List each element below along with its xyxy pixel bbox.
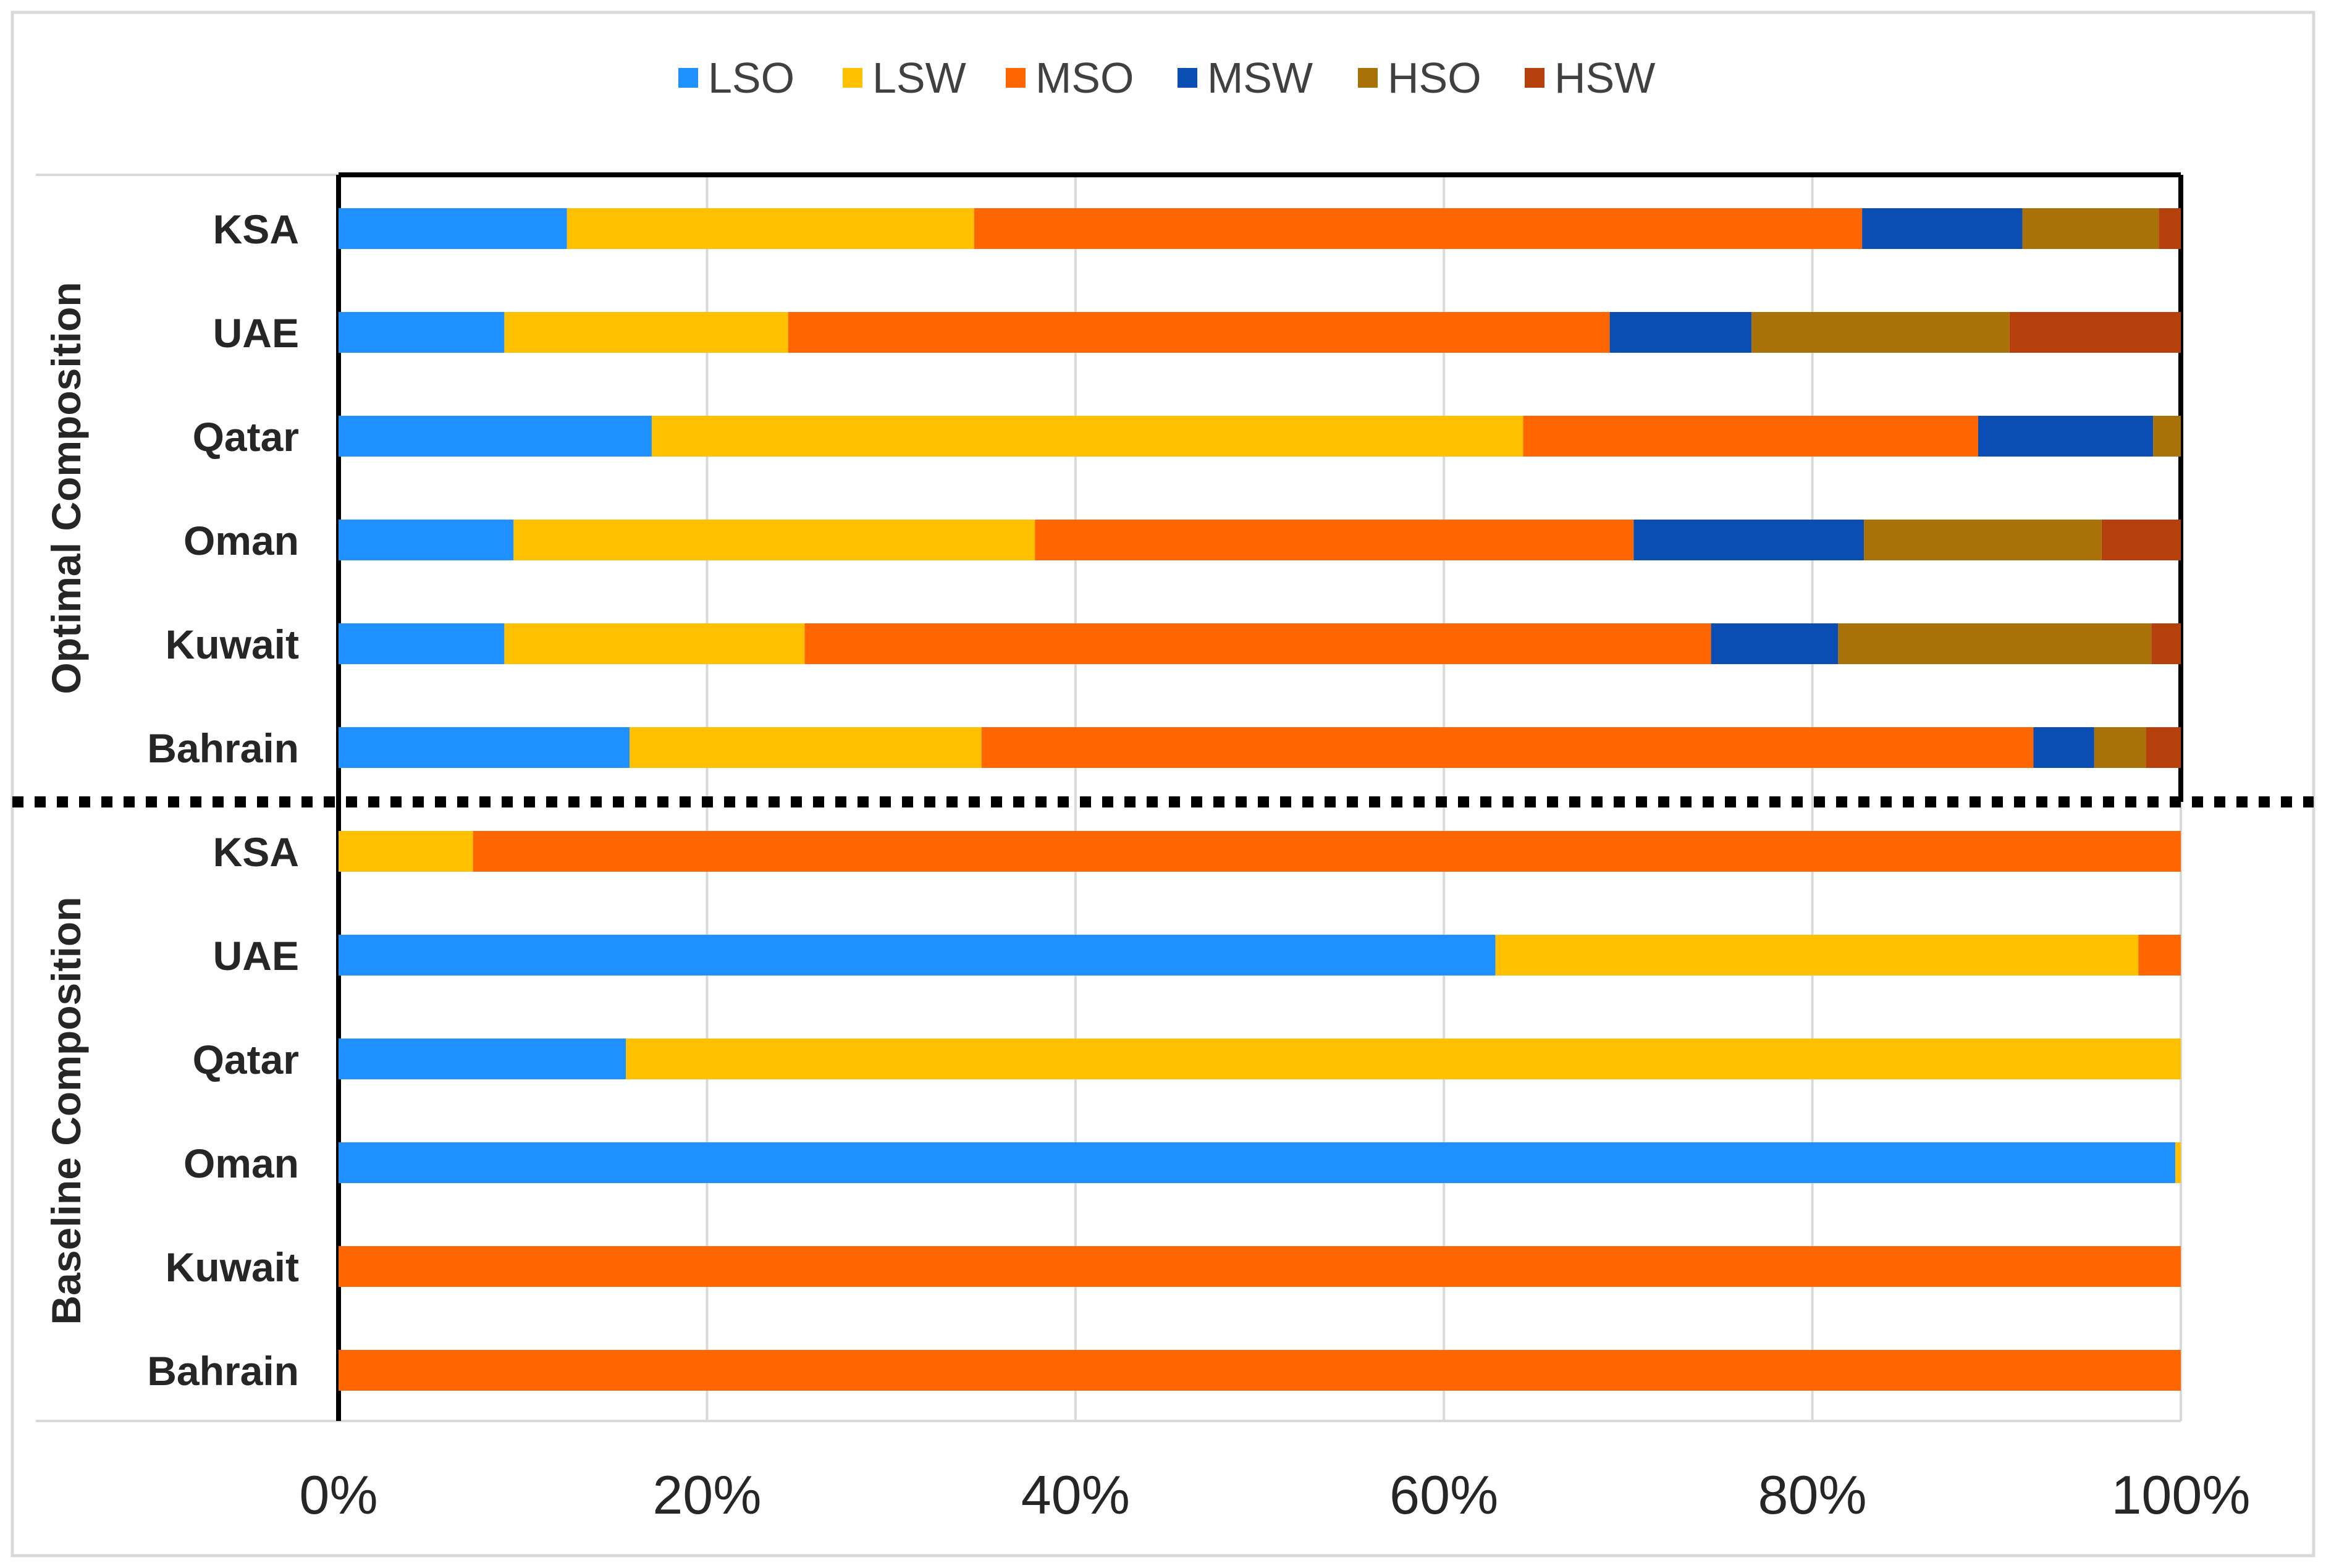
bar-segment-lso [339, 312, 505, 353]
legend-swatch-msw [1178, 68, 1197, 88]
category-label: UAE [213, 310, 299, 356]
x-tick-label: 20% [652, 1464, 761, 1525]
bar-segment-msw [1711, 623, 1839, 664]
category-labels: KSA UAE Qatar Oman Kuwait Bahrain KSA UAE Qatar O… [147, 206, 299, 1394]
category-label: Oman [183, 518, 299, 563]
bar-segment-msw [1633, 520, 1865, 560]
x-tick-label: 0% [299, 1464, 377, 1525]
plot-area-border [36, 172, 2183, 1422]
bar-segment-hso [2022, 208, 2159, 249]
group-labels: Optimal Composition Baseline Composition [43, 282, 89, 1325]
bar-segment-lso [339, 935, 1496, 976]
legend-swatch-lsw [843, 68, 862, 88]
bar-segment-mso [804, 623, 1711, 664]
legend-swatch-hsw [1525, 68, 1544, 88]
bar-segment-mso [339, 1350, 2181, 1391]
x-tick-label: 100% [2111, 1464, 2250, 1525]
bar-segment-lsw [1495, 935, 2139, 976]
bar-segment-mso [339, 1246, 2181, 1287]
legend-label: MSW [1207, 54, 1313, 102]
category-label: KSA [213, 829, 299, 875]
x-tick-label: 80% [1758, 1464, 1867, 1525]
legend-swatch-hso [1358, 68, 1378, 88]
bar-segment-lsw [651, 416, 1523, 457]
category-label: Bahrain [147, 725, 299, 771]
bar-segment-mso [981, 727, 2034, 768]
bar-segment-hsw [2151, 623, 2181, 664]
category-label: KSA [213, 206, 299, 252]
bar-segment-msw [2033, 727, 2094, 768]
category-label: Bahrain [147, 1348, 299, 1394]
legend-label: MSO [1035, 54, 1134, 102]
x-tick-label: 60% [1389, 1464, 1498, 1525]
bar-segment-mso [473, 831, 2181, 872]
legend-label: HSW [1554, 54, 1655, 102]
bar-segment-lsw [567, 208, 974, 249]
bar-segment-hsw [2101, 520, 2181, 560]
category-label: Oman [183, 1140, 299, 1186]
bar-segment-mso [974, 208, 1863, 249]
bar-segment-lsw [504, 312, 788, 353]
bar-segment-msw [1862, 208, 2023, 249]
legend: LSO LSW MSO MSW HSO HSW [678, 54, 1655, 102]
bar-segment-lso [339, 1039, 626, 1079]
legend-label: HSO [1388, 54, 1481, 102]
bar-segment-hso [1751, 312, 2010, 353]
bar-segment-lso [339, 727, 630, 768]
bar-segment-hso [2153, 416, 2181, 457]
category-label: Qatar [193, 414, 299, 460]
legend-label: LSW [872, 54, 966, 102]
bar-segment-hsw [2009, 312, 2181, 353]
x-axis-ticks: 0% 20% 40% 60% 80% 100% [299, 1464, 2250, 1525]
bar-segment-lsw [2175, 1142, 2181, 1183]
chart-border [11, 11, 2315, 1557]
bar-segment-mso [1523, 416, 1978, 457]
category-label: UAE [213, 933, 299, 979]
bar-segment-lsw [504, 623, 805, 664]
bar-segment-lso [339, 520, 514, 560]
group-label: Baseline Composition [43, 896, 89, 1325]
bar-segment-msw [1978, 416, 2154, 457]
x-tick-label: 40% [1021, 1464, 1130, 1525]
bar-segment-msw [1609, 312, 1752, 353]
bar-segment-lsw [339, 831, 473, 872]
bar-segment-lso [339, 208, 567, 249]
legend-label: LSO [708, 54, 794, 102]
category-label: Kuwait [166, 1244, 299, 1290]
legend-swatch-lso [678, 68, 698, 88]
category-label: Qatar [193, 1037, 299, 1082]
bar-segment-hso [1838, 623, 2152, 664]
legend-swatch-mso [1006, 68, 1026, 88]
bar-segment-mso [2138, 935, 2181, 976]
bar-segment-lsw [626, 1039, 2181, 1079]
bar-segment-hso [2094, 727, 2146, 768]
bar-segment-mso [788, 312, 1610, 353]
bar-segment-hso [1864, 520, 2102, 560]
bar-segment-lso [339, 623, 505, 664]
bar-segment-hsw [2146, 727, 2181, 768]
bar-segment-hsw [2159, 208, 2181, 249]
category-label: Kuwait [166, 622, 299, 667]
group-label: Optimal Composition [43, 282, 89, 694]
bar-segment-lso [339, 416, 652, 457]
bar-segment-lsw [513, 520, 1035, 560]
bar-segment-lsw [630, 727, 982, 768]
bars [339, 208, 2181, 1391]
bar-segment-lso [339, 1142, 2176, 1183]
bar-segment-mso [1035, 520, 1634, 560]
